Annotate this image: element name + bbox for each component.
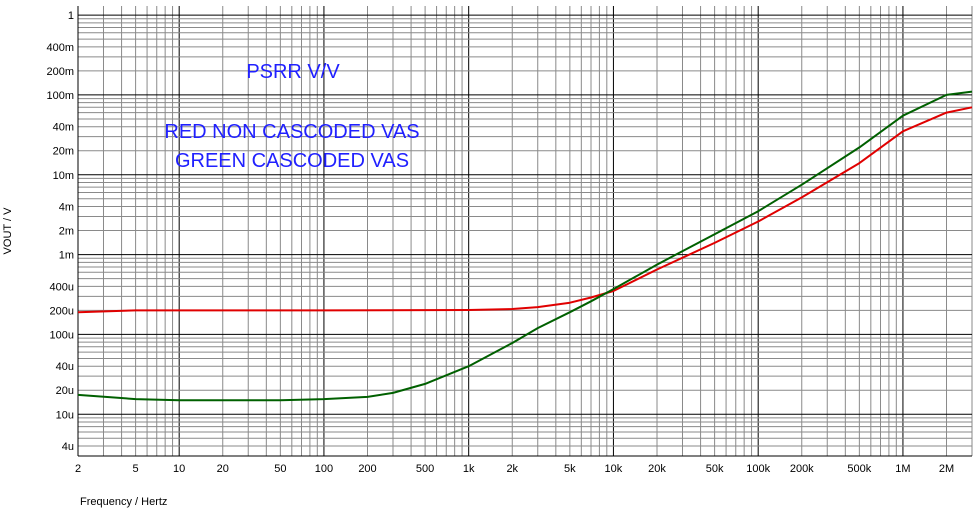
y-tick-label: 20u — [56, 385, 74, 397]
x-tick-label: 5 — [133, 463, 139, 475]
y-tick-label: 2m — [59, 226, 74, 238]
x-tick-label: 500k — [847, 463, 871, 475]
y-tick-label: 4m — [59, 202, 74, 214]
x-tick-label: 100 — [315, 463, 333, 475]
y-tick-label: 400m — [46, 42, 74, 54]
y-tick-label: 40u — [56, 361, 74, 373]
x-tick-label: 50 — [274, 463, 286, 475]
y-tick-label: 1 — [68, 10, 74, 22]
y-tick-label: 400u — [50, 281, 74, 293]
y-tick-label: 200m — [46, 66, 74, 78]
y-tick-label: 100m — [46, 90, 74, 102]
x-tick-label: 50k — [706, 463, 724, 475]
x-tick-label: 10k — [605, 463, 623, 475]
y-tick-label: 4u — [62, 441, 74, 453]
x-tick-label: 2k — [506, 463, 518, 475]
y-tick-label: 200u — [50, 305, 74, 317]
annotation-green-series: GREEN CASCODED VAS — [175, 150, 409, 172]
x-tick-label: 20k — [648, 463, 666, 475]
x-axis-title: Frequency / Hertz — [80, 496, 167, 508]
x-tick-label: 2M — [939, 463, 954, 475]
x-tick-label: 200k — [790, 463, 814, 475]
x-tick-label: 2 — [75, 463, 81, 475]
y-tick-label: 40m — [53, 122, 74, 134]
x-tick-label: 1k — [463, 463, 475, 475]
x-tick-label: 5k — [564, 463, 576, 475]
annotation-psrr: PSRR V/V — [246, 61, 340, 83]
x-tick-label: 500 — [416, 463, 434, 475]
x-tick-label: 1M — [895, 463, 910, 475]
y-tick-label: 10m — [53, 170, 74, 182]
y-tick-label: 20m — [53, 146, 74, 158]
x-tick-label: 10 — [173, 463, 185, 475]
x-tick-label: 200 — [358, 463, 376, 475]
y-axis-title: VOUT / V — [2, 207, 14, 255]
series-line-green — [77, 90, 973, 402]
annotation-red-series: RED NON CASCODED VAS — [164, 121, 419, 143]
grid-lines — [77, 6, 973, 457]
series-layer — [77, 90, 973, 402]
x-tick-label: 100k — [746, 463, 770, 475]
y-tick-labels: 1 400m 200m 100m 40m 20m 10m 4m 2m 1m 400u 200u 100u… — [46, 10, 74, 453]
y-tick-label: 100u — [50, 329, 74, 341]
x-tick-labels: 2 5 10 20 50 100 200 500 1k 2k 5k 10k 20k 50k 100k 200k… — [75, 463, 954, 475]
y-tick-label: 1m — [59, 250, 74, 262]
y-tick-label: 10u — [56, 409, 74, 421]
x-tick-label: 20 — [217, 463, 229, 475]
